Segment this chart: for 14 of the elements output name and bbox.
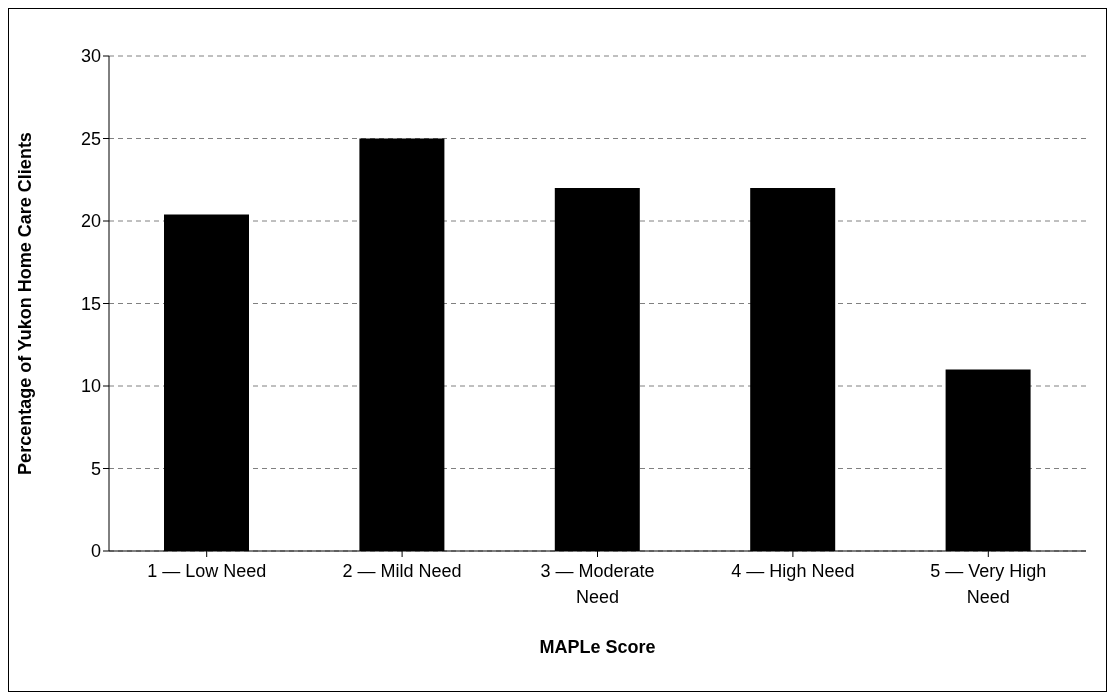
x-axis-title: MAPLe Score [539, 637, 656, 657]
y-tick-label: 10 [80, 376, 101, 397]
y-tick-label: 15 [80, 293, 101, 314]
y-tick-label: 0 [90, 541, 101, 562]
x-tick-label: 1 — Low Need [147, 561, 267, 581]
y-axis-title: Percentage of Yukon Home Care Clients [15, 132, 36, 475]
x-tick-label: 4 — High Need [731, 561, 855, 581]
y-tick-label: 30 [80, 46, 101, 67]
x-tick-label: 5 — Very High Need [930, 561, 1047, 607]
y-tick-label: 25 [80, 128, 101, 149]
y-tick-label: 5 [90, 458, 101, 479]
x-tick-label: 2 — Mild Need [342, 561, 462, 581]
x-tick-label: 3 — Moderate Need [540, 561, 655, 607]
y-tick-label: 20 [80, 211, 101, 232]
